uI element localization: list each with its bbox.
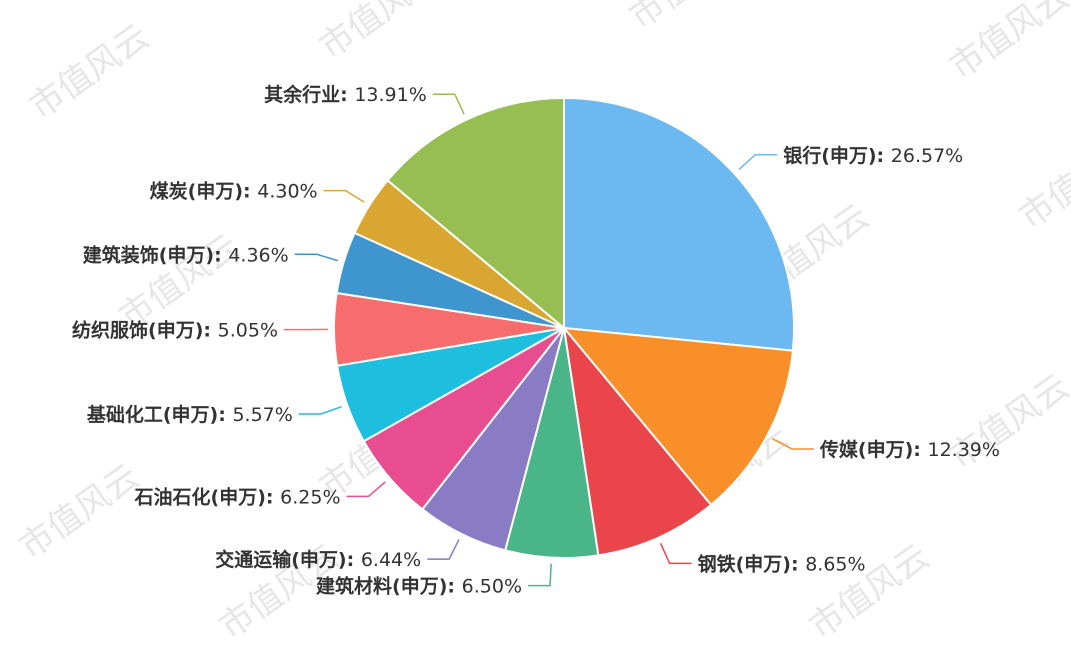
slice-label-value: 4.30% bbox=[257, 181, 317, 203]
leader-line bbox=[432, 93, 465, 115]
slice-label-name: 银行(申万): bbox=[783, 144, 891, 167]
slice-label-name: 建筑材料(申万): bbox=[316, 575, 462, 598]
slice-label-value: 13.91% bbox=[354, 84, 426, 106]
slice-label: 石油石化(申万): 6.25% bbox=[134, 485, 341, 508]
slice-label-value: 8.65% bbox=[805, 553, 865, 575]
slice-label: 建筑材料(申万): 6.50% bbox=[316, 575, 522, 598]
watermark-text: 市值风云 bbox=[1012, 127, 1071, 238]
leader-line bbox=[294, 253, 339, 262]
leader-line bbox=[346, 481, 386, 498]
watermark-text: 市值风云 bbox=[942, 0, 1071, 87]
slice-layer bbox=[333, 96, 795, 559]
watermark-text: 市值风云 bbox=[312, 0, 446, 67]
pie-slice bbox=[386, 96, 565, 331]
slice-label-value: 26.57% bbox=[891, 145, 963, 167]
watermark-text: 市值风云 bbox=[622, 0, 756, 37]
pie-slice bbox=[562, 324, 713, 557]
slice-label: 建筑装饰(申万): 4.36% bbox=[83, 243, 289, 266]
slice-label-name: 其余行业: bbox=[264, 83, 354, 106]
slice-label-name: 煤炭(申万): bbox=[150, 180, 258, 203]
slice-label-name: 交通运输(申万): bbox=[215, 548, 361, 571]
watermark-text: 市值风云 bbox=[12, 457, 146, 568]
slice-label: 煤炭(申万): 4.30% bbox=[150, 180, 318, 203]
leader-line bbox=[772, 438, 814, 450]
slice-label: 钢铁(申万): 8.65% bbox=[698, 552, 866, 575]
leader-line bbox=[659, 542, 692, 565]
slice-label: 纺织服饰(申万): 5.05% bbox=[72, 319, 278, 342]
leader-line bbox=[427, 539, 460, 560]
pie-slice bbox=[561, 326, 794, 507]
pie-slice bbox=[563, 96, 795, 352]
slice-label-value: 12.39% bbox=[927, 439, 999, 461]
leader-line bbox=[323, 189, 365, 203]
slice-label-name: 传媒(申万): bbox=[819, 438, 928, 461]
slice-label-name: 纺织服饰(申万): bbox=[72, 319, 218, 342]
leader-line bbox=[528, 563, 552, 587]
slice-label: 银行(申万): 26.57% bbox=[783, 144, 963, 167]
slice-label-name: 石油石化(申万): bbox=[134, 485, 281, 508]
watermark-text: 市值风云 bbox=[22, 17, 156, 128]
leader-layer bbox=[284, 93, 814, 587]
slice-label: 其余行业: 13.91% bbox=[264, 83, 427, 106]
leader-line bbox=[738, 154, 778, 171]
slice-label: 交通运输(申万): 6.44% bbox=[215, 548, 421, 571]
label-layer: 银行(申万): 26.57% 传媒(申万): 12.39% 钢铁(申万): 8.65… bbox=[72, 83, 1000, 597]
slice-label-name: 基础化工(申万): bbox=[86, 403, 233, 426]
slice-label-value: 6.25% bbox=[280, 486, 340, 508]
slice-label-value: 5.05% bbox=[218, 320, 278, 342]
slice-label-value: 6.50% bbox=[462, 576, 522, 598]
slice-label-value: 4.36% bbox=[228, 244, 288, 266]
slice-label-value: 6.44% bbox=[361, 549, 421, 571]
leader-line bbox=[298, 405, 342, 415]
slice-label: 基础化工(申万): 5.57% bbox=[86, 403, 293, 426]
slice-label: 传媒(申万): 12.39% bbox=[819, 438, 1000, 461]
slice-label-value: 5.57% bbox=[232, 404, 292, 426]
slice-label-name: 建筑装饰(申万): bbox=[83, 243, 229, 266]
slice-label-name: 钢铁(申万): bbox=[698, 552, 806, 575]
